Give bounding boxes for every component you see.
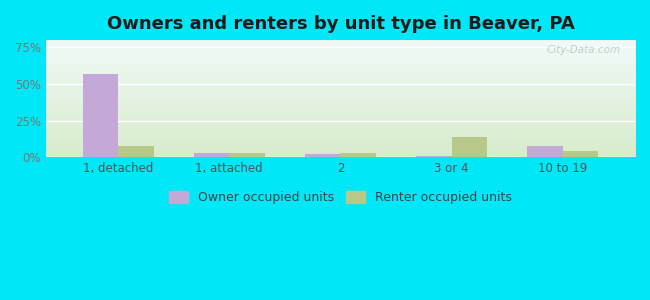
Bar bbox=[341, 153, 376, 157]
Text: City-Data.com: City-Data.com bbox=[546, 45, 620, 55]
Bar bbox=[563, 152, 598, 157]
Bar bbox=[527, 146, 563, 157]
Bar bbox=[194, 153, 229, 157]
Bar bbox=[305, 154, 341, 157]
Bar bbox=[416, 156, 452, 157]
Bar bbox=[118, 146, 153, 157]
Bar bbox=[83, 74, 118, 157]
Bar bbox=[452, 137, 487, 157]
Bar bbox=[229, 153, 265, 157]
Legend: Owner occupied units, Renter occupied units: Owner occupied units, Renter occupied un… bbox=[169, 190, 512, 204]
Title: Owners and renters by unit type in Beaver, PA: Owners and renters by unit type in Beave… bbox=[107, 15, 575, 33]
